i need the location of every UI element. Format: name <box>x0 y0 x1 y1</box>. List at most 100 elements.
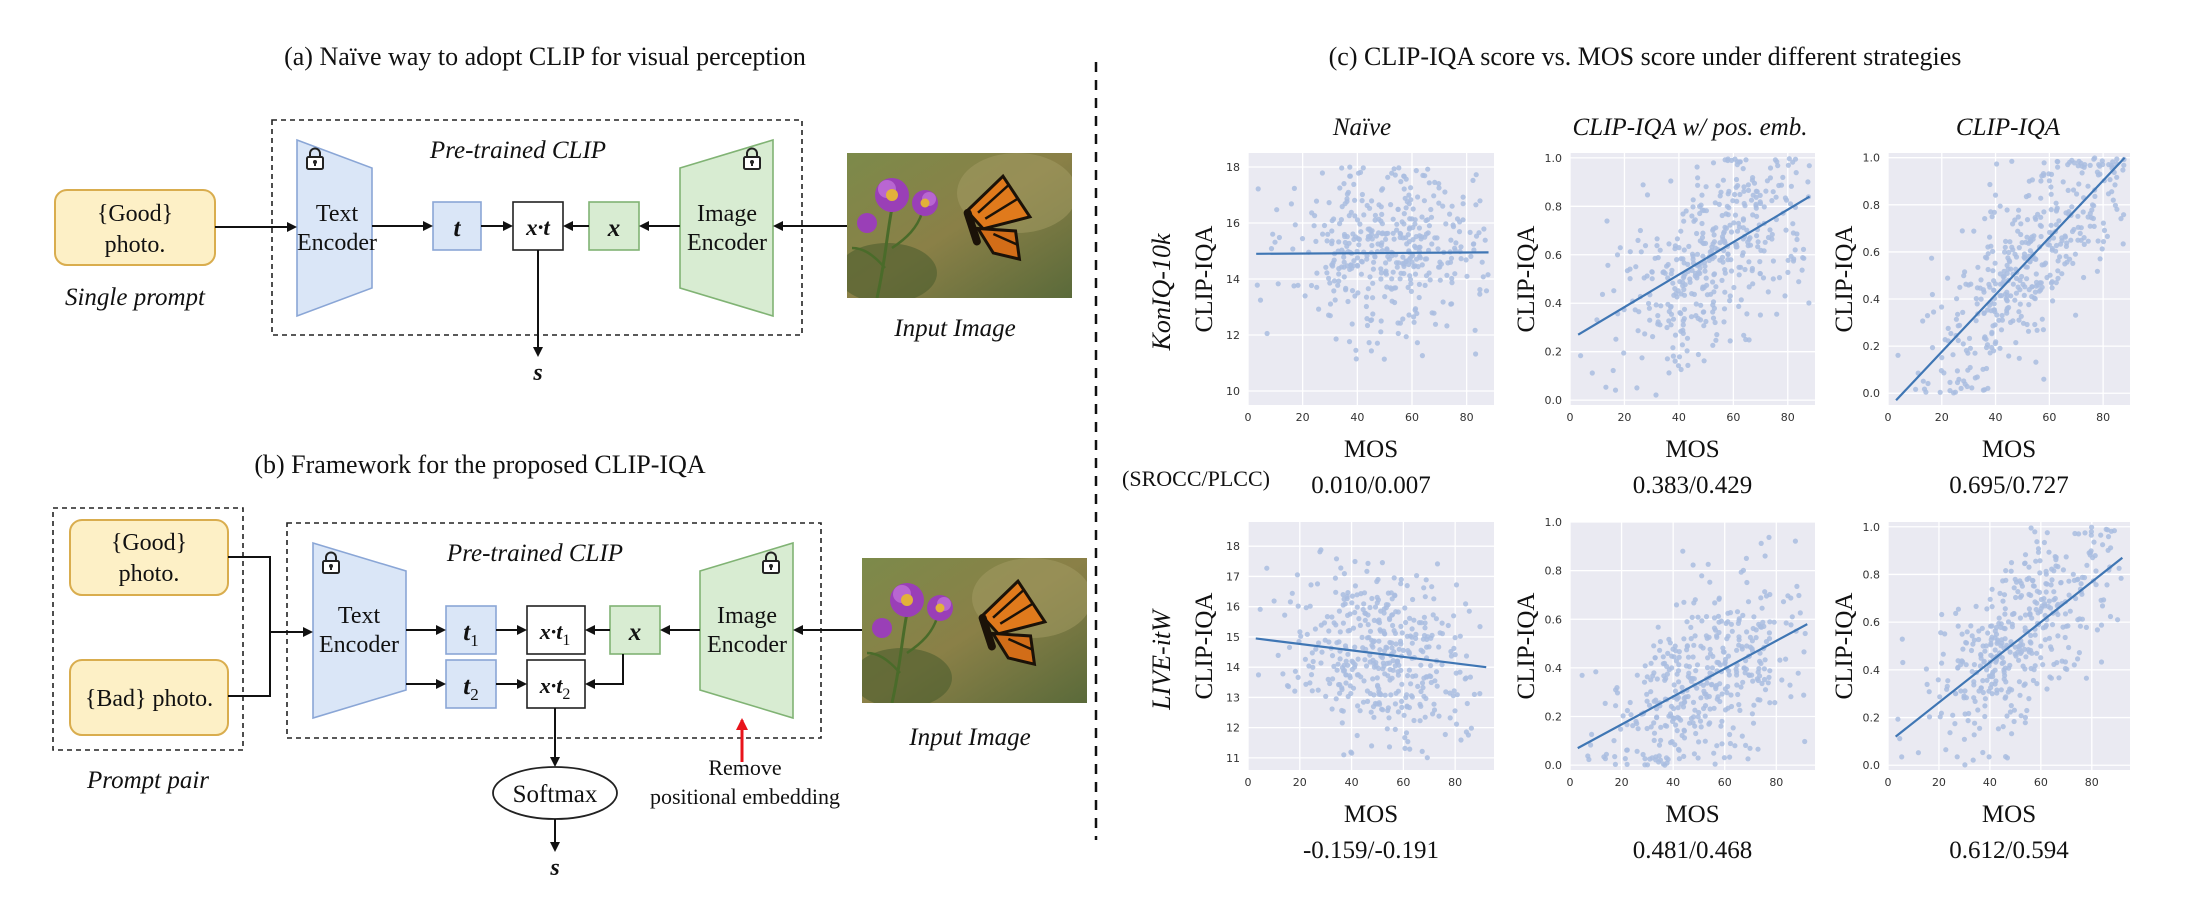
data-point <box>1694 230 1700 237</box>
y-tick-label: 0.4 <box>1863 293 1881 306</box>
x-tick-label: 80 <box>2096 411 2110 424</box>
data-point <box>1978 652 1984 659</box>
data-point <box>2052 595 2058 602</box>
data-point <box>1336 278 1342 284</box>
data-point <box>1757 259 1763 265</box>
data-point <box>1413 631 1419 638</box>
data-point <box>1381 648 1388 654</box>
data-point <box>2062 665 2068 672</box>
data-point <box>1630 723 1636 729</box>
data-point <box>1727 298 1733 304</box>
data-point <box>1993 678 1999 684</box>
data-point <box>1675 288 1681 294</box>
data-point <box>1974 301 1980 307</box>
data-point <box>1624 761 1630 768</box>
data-point <box>2114 206 2120 212</box>
y-tick-label: 11 <box>1226 752 1240 765</box>
data-point <box>1694 164 1700 170</box>
data-point <box>1710 160 1717 166</box>
data-point <box>1473 172 1479 178</box>
data-point <box>1340 592 1346 598</box>
data-point <box>1757 192 1763 198</box>
data-point <box>1314 581 1321 587</box>
regression-line <box>1255 637 1487 669</box>
data-point <box>2051 589 2057 595</box>
data-point <box>1955 337 1961 344</box>
data-point <box>1995 639 2001 645</box>
data-point <box>1993 339 1999 345</box>
data-point <box>1306 663 1312 669</box>
data-point <box>1714 633 1720 639</box>
data-point <box>1634 385 1640 391</box>
data-point <box>1899 754 1905 760</box>
data-point <box>1968 623 1974 629</box>
data-point <box>1389 596 1395 602</box>
data-point <box>1955 323 1961 329</box>
data-point <box>2017 301 2023 307</box>
y-axis-label: CLIP-IQA <box>1191 593 1218 700</box>
data-point <box>2031 583 2037 589</box>
data-point <box>1944 683 1950 689</box>
data-point <box>1422 714 1428 720</box>
data-point <box>2040 327 2046 333</box>
data-point <box>1994 161 2000 167</box>
data-point <box>1331 663 1337 670</box>
data-point <box>1418 662 1424 668</box>
pretrained-clip-label-b: Pre-trained CLIP <box>446 540 623 567</box>
y-tick-label: 16 <box>1226 217 1240 230</box>
data-point <box>1660 654 1666 660</box>
data-point <box>1653 392 1659 398</box>
data-point <box>1801 692 1807 698</box>
data-point <box>1460 217 1466 223</box>
data-point <box>1411 314 1417 320</box>
data-point <box>1745 599 1752 605</box>
data-point <box>1755 669 1761 675</box>
data-point <box>1691 642 1697 648</box>
data-point <box>1787 682 1793 688</box>
x-tick-label: 80 <box>1460 411 1474 424</box>
data-point <box>1352 664 1358 670</box>
data-point <box>1374 600 1380 606</box>
data-point <box>1653 757 1659 763</box>
data-point <box>1467 229 1473 235</box>
data-point <box>1796 279 1802 285</box>
data-point <box>1287 599 1293 605</box>
y-tick-label: 12 <box>1226 329 1240 342</box>
data-point <box>1767 668 1773 674</box>
data-point <box>2027 611 2033 617</box>
data-point <box>1977 725 1983 731</box>
data-point <box>2062 611 2069 617</box>
y-tick-label: 0.8 <box>1863 199 1881 212</box>
data-point <box>1953 610 1959 617</box>
data-point <box>1386 256 1392 262</box>
data-point <box>1993 624 2000 631</box>
data-point <box>1417 244 1423 250</box>
data-point <box>2070 571 2076 577</box>
data-point <box>2034 327 2040 333</box>
data-point <box>2004 305 2010 312</box>
data-point <box>1713 284 1719 290</box>
data-point <box>1661 673 1667 679</box>
data-point <box>1347 173 1353 179</box>
data-point <box>2008 568 2014 574</box>
data-point <box>1410 596 1416 603</box>
data-point <box>1635 726 1641 732</box>
data-point <box>1361 678 1367 684</box>
data-point <box>1453 721 1460 727</box>
data-point <box>1385 590 1391 596</box>
data-point <box>1395 330 1401 337</box>
y-tick-label: 0.2 <box>1545 711 1563 724</box>
data-point <box>1965 718 1971 724</box>
data-point <box>1333 696 1339 702</box>
data-point <box>2079 170 2085 176</box>
data-point <box>1405 739 1411 745</box>
data-point <box>1733 176 1740 183</box>
data-point <box>2104 233 2110 239</box>
data-point <box>1397 638 1404 645</box>
data-point <box>1428 635 1434 641</box>
data-point <box>2047 229 2053 235</box>
data-point <box>1725 251 1731 257</box>
data-point <box>2121 162 2127 168</box>
data-point <box>2098 659 2105 665</box>
data-point <box>1699 618 1705 624</box>
